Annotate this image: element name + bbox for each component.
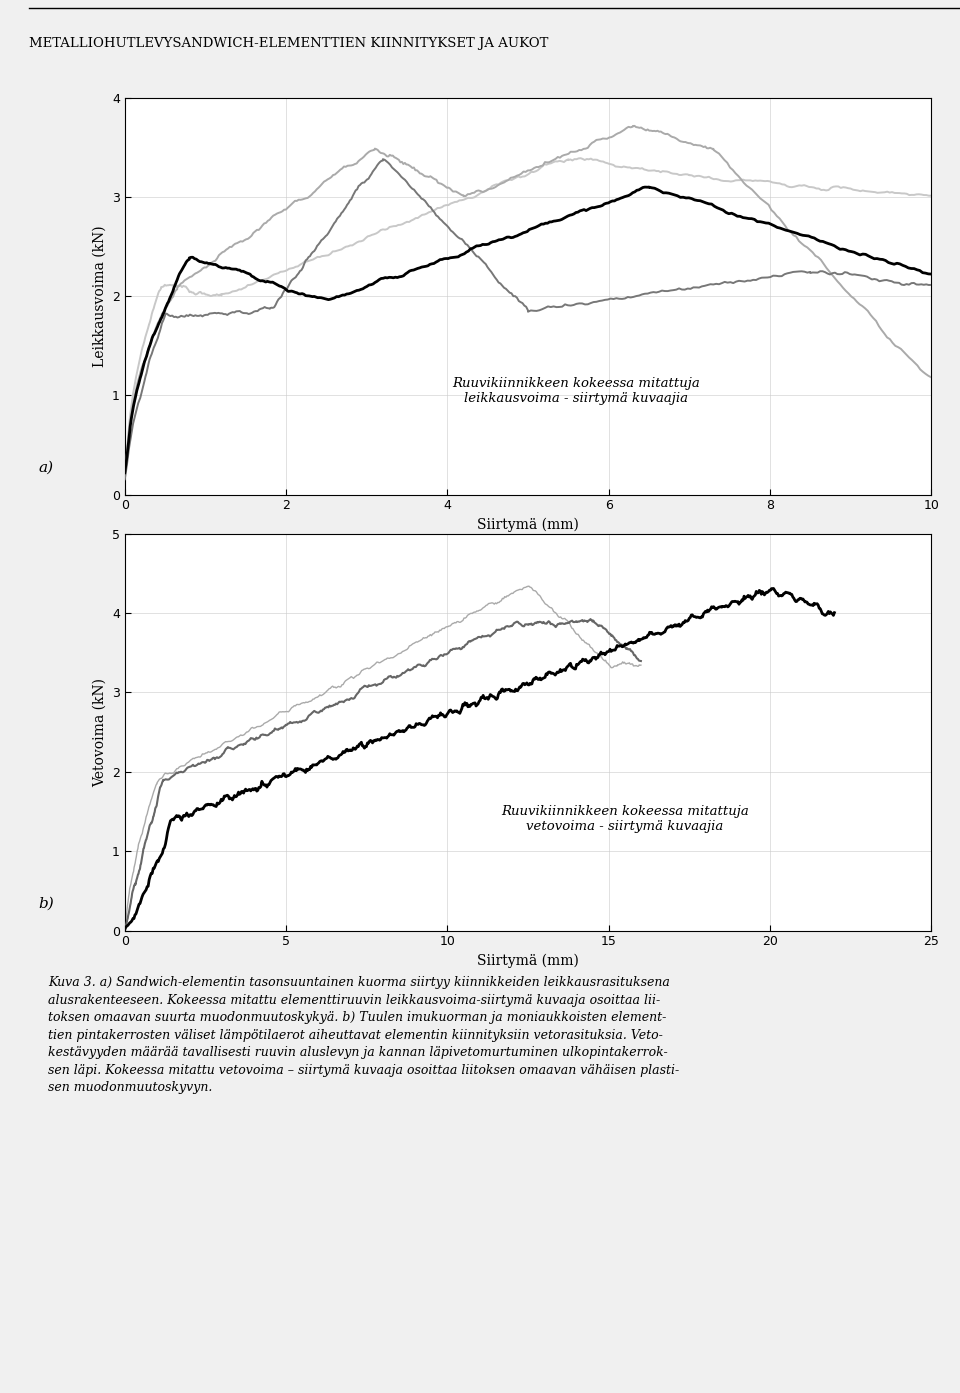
Text: a): a) (38, 461, 54, 475)
X-axis label: Siirtymä (mm): Siirtymä (mm) (477, 954, 579, 968)
Text: Kuva 3. a) Sandwich-elementin tasonsuuntainen kuorma siirtyy kiinnikkeiden leikk: Kuva 3. a) Sandwich-elementin tasonsuunt… (48, 976, 680, 1095)
Y-axis label: Vetovoima (kN): Vetovoima (kN) (92, 677, 107, 787)
Text: b): b) (38, 897, 54, 911)
Text: Ruuvikiinnikkeen kokeessa mitattuja
vetovoima - siirtymä kuvaajia: Ruuvikiinnikkeen kokeessa mitattuja veto… (501, 805, 749, 833)
Y-axis label: Leikkausvoima (kN): Leikkausvoima (kN) (92, 226, 107, 366)
Text: Ruuvikiinnikkeen kokeessa mitattuja
leikkausvoima - siirtymä kuvaajia: Ruuvikiinnikkeen kokeessa mitattuja leik… (452, 378, 700, 405)
Text: METALLIOHUTLEVYSANDWICH-ELEMENTTIEN KIINNITYKSET JA AUKOT: METALLIOHUTLEVYSANDWICH-ELEMENTTIEN KIIN… (29, 38, 548, 50)
X-axis label: Siirtymä (mm): Siirtymä (mm) (477, 518, 579, 532)
